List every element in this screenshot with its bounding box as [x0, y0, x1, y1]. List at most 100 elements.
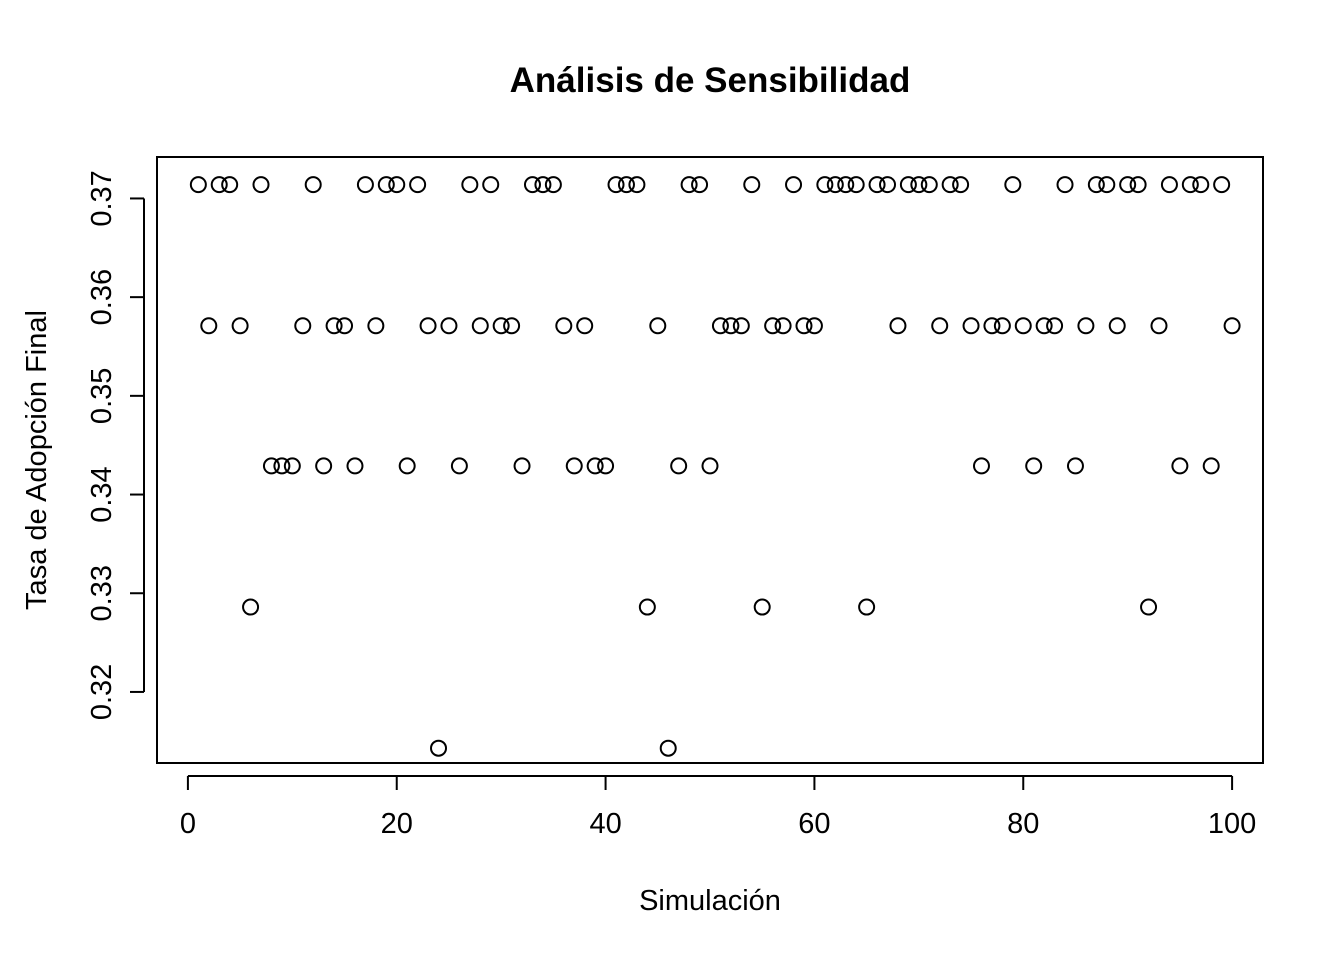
y-tick-label: 0.36 — [86, 269, 118, 325]
data-point — [701, 457, 719, 475]
data-point — [544, 176, 562, 194]
data-point — [920, 176, 938, 194]
data-point — [367, 317, 385, 335]
data-point — [1213, 176, 1231, 194]
data-point — [1035, 317, 1053, 335]
data-point — [952, 176, 970, 194]
data-point — [346, 457, 364, 475]
data-point — [931, 317, 949, 335]
x-tick-label: 0 — [180, 808, 196, 840]
data-point — [910, 176, 928, 194]
data-point — [1014, 317, 1032, 335]
data-point — [722, 317, 740, 335]
data-point — [983, 317, 1001, 335]
x-tick-label: 100 — [1208, 808, 1256, 840]
data-point — [743, 176, 761, 194]
data-point — [1119, 176, 1137, 194]
data-point — [837, 176, 855, 194]
data-point — [1046, 317, 1064, 335]
data-point — [1223, 317, 1241, 335]
data-point — [471, 317, 489, 335]
data-point — [1004, 176, 1022, 194]
y-axis-label: Tasa de Adopción Final — [21, 310, 53, 610]
data-point — [461, 176, 479, 194]
data-point — [795, 317, 813, 335]
data-point — [210, 176, 228, 194]
data-point — [1108, 317, 1126, 335]
data-point — [586, 457, 604, 475]
data-point — [450, 457, 468, 475]
data-point — [711, 317, 729, 335]
data-point — [889, 317, 907, 335]
data-point — [409, 176, 427, 194]
x-tick-label: 40 — [589, 808, 621, 840]
data-point — [273, 457, 291, 475]
data-point — [1129, 176, 1147, 194]
data-point — [1140, 598, 1158, 616]
data-point — [858, 598, 876, 616]
data-point — [1171, 457, 1189, 475]
data-point — [1192, 176, 1210, 194]
data-point — [356, 176, 374, 194]
data-point — [847, 176, 865, 194]
data-point — [294, 317, 312, 335]
data-point — [764, 317, 782, 335]
y-tick-label: 0.35 — [86, 368, 118, 424]
data-point — [753, 598, 771, 616]
data-point — [221, 176, 239, 194]
x-tick-label: 80 — [1007, 808, 1039, 840]
y-tick-label: 0.34 — [86, 466, 118, 522]
data-point — [1098, 176, 1116, 194]
data-point — [262, 457, 280, 475]
data-point — [492, 317, 510, 335]
data-point — [805, 317, 823, 335]
data-point — [336, 317, 354, 335]
data-point — [628, 176, 646, 194]
data-point — [315, 457, 333, 475]
data-point — [1056, 176, 1074, 194]
data-points — [189, 176, 1241, 757]
data-point — [1202, 457, 1220, 475]
data-point — [1150, 317, 1168, 335]
data-point — [325, 317, 343, 335]
data-point — [774, 317, 792, 335]
data-point — [1066, 457, 1084, 475]
chart-title: Análisis de Sensibilidad — [510, 61, 911, 100]
data-point — [398, 457, 416, 475]
data-point — [503, 317, 521, 335]
data-point — [440, 317, 458, 335]
data-point — [659, 739, 677, 757]
y-tick-label: 0.33 — [86, 565, 118, 621]
data-point — [252, 176, 270, 194]
data-point — [231, 317, 249, 335]
x-tick-label: 20 — [381, 808, 413, 840]
data-point — [670, 457, 688, 475]
data-point — [879, 176, 897, 194]
data-point — [377, 176, 395, 194]
data-point — [1181, 176, 1199, 194]
x-axis-label: Simulación — [639, 885, 781, 917]
data-point — [482, 176, 500, 194]
data-point — [607, 176, 625, 194]
data-point — [826, 176, 844, 194]
data-point — [1087, 176, 1105, 194]
data-point — [1160, 176, 1178, 194]
data-point — [419, 317, 437, 335]
y-axis: 0.32 0.33 0.34 0.35 0.36 0.37 — [86, 170, 145, 720]
data-point — [868, 176, 886, 194]
data-point — [388, 176, 406, 194]
data-point — [555, 317, 573, 335]
data-point — [732, 317, 750, 335]
data-point — [1077, 317, 1095, 335]
data-point — [576, 317, 594, 335]
data-point — [691, 176, 709, 194]
plot-area-frame — [156, 156, 1264, 764]
data-point — [242, 598, 260, 616]
x-tick-label: 60 — [798, 808, 830, 840]
data-point — [304, 176, 322, 194]
x-axis: 0 20 40 60 80 100 — [180, 775, 1256, 840]
data-point — [785, 176, 803, 194]
data-point — [638, 598, 656, 616]
data-point — [1025, 457, 1043, 475]
